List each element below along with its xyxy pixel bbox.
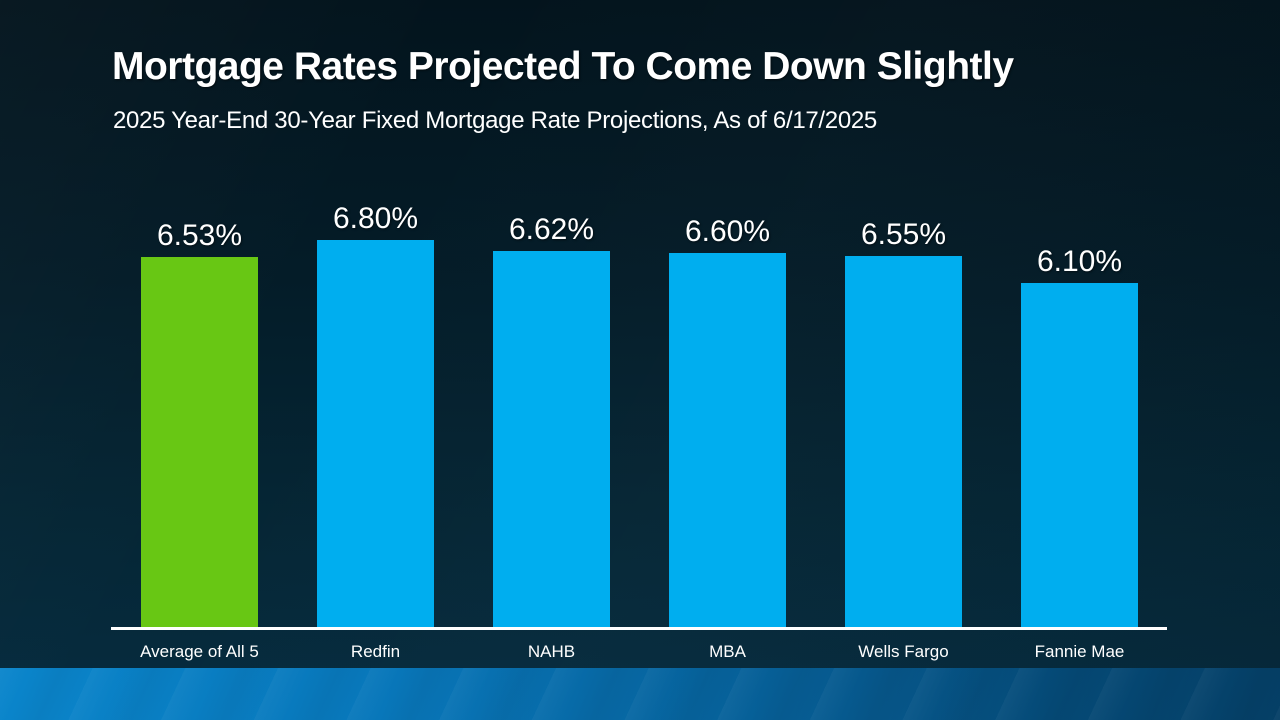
footer-accent-stripe (0, 668, 1280, 720)
slide-title: Mortgage Rates Projected To Come Down Sl… (112, 45, 1014, 88)
x-axis-labels: Average of All 5 Redfin NAHB MBA Wells Fargo… (112, 642, 1167, 666)
bar-value-label: 6.55% (860, 218, 947, 251)
x-axis-label-redfin: Redfin (350, 642, 401, 661)
x-axis-label-mba: MBA (709, 642, 746, 661)
bar-nahb: 6.62% (493, 215, 610, 627)
bar-value-label: 6.10% (1036, 245, 1123, 278)
bar-fannie-mae: 6.10% (1021, 247, 1138, 627)
slide-subtitle: 2025 Year-End 30-Year Fixed Mortgage Rat… (113, 107, 877, 134)
x-axis-label-nahb: NAHB (527, 642, 576, 661)
bar-redfin: 6.80% (317, 204, 434, 627)
bar-value-label: 6.53% (156, 219, 243, 252)
bar-mba: 6.60% (669, 217, 786, 627)
x-axis-label-fannie-mae: Fannie Mae (1034, 642, 1125, 661)
bar-value-label: 6.62% (508, 213, 595, 246)
bar-chart: 6.53% 6.80% 6.62% 6.60% 6.55% 6.10% (112, 204, 1167, 627)
bar-value-label: 6.80% (332, 202, 419, 235)
x-axis-label-average-of-all-5: Average of All 5 (140, 642, 259, 661)
x-axis-line (111, 627, 1167, 630)
x-axis-label-wells-fargo: Wells Fargo (858, 642, 949, 661)
bar-value-label: 6.60% (684, 215, 771, 248)
bar-wells-fargo: 6.55% (845, 220, 962, 627)
bar-average-of-all-5: 6.53% (141, 221, 258, 627)
